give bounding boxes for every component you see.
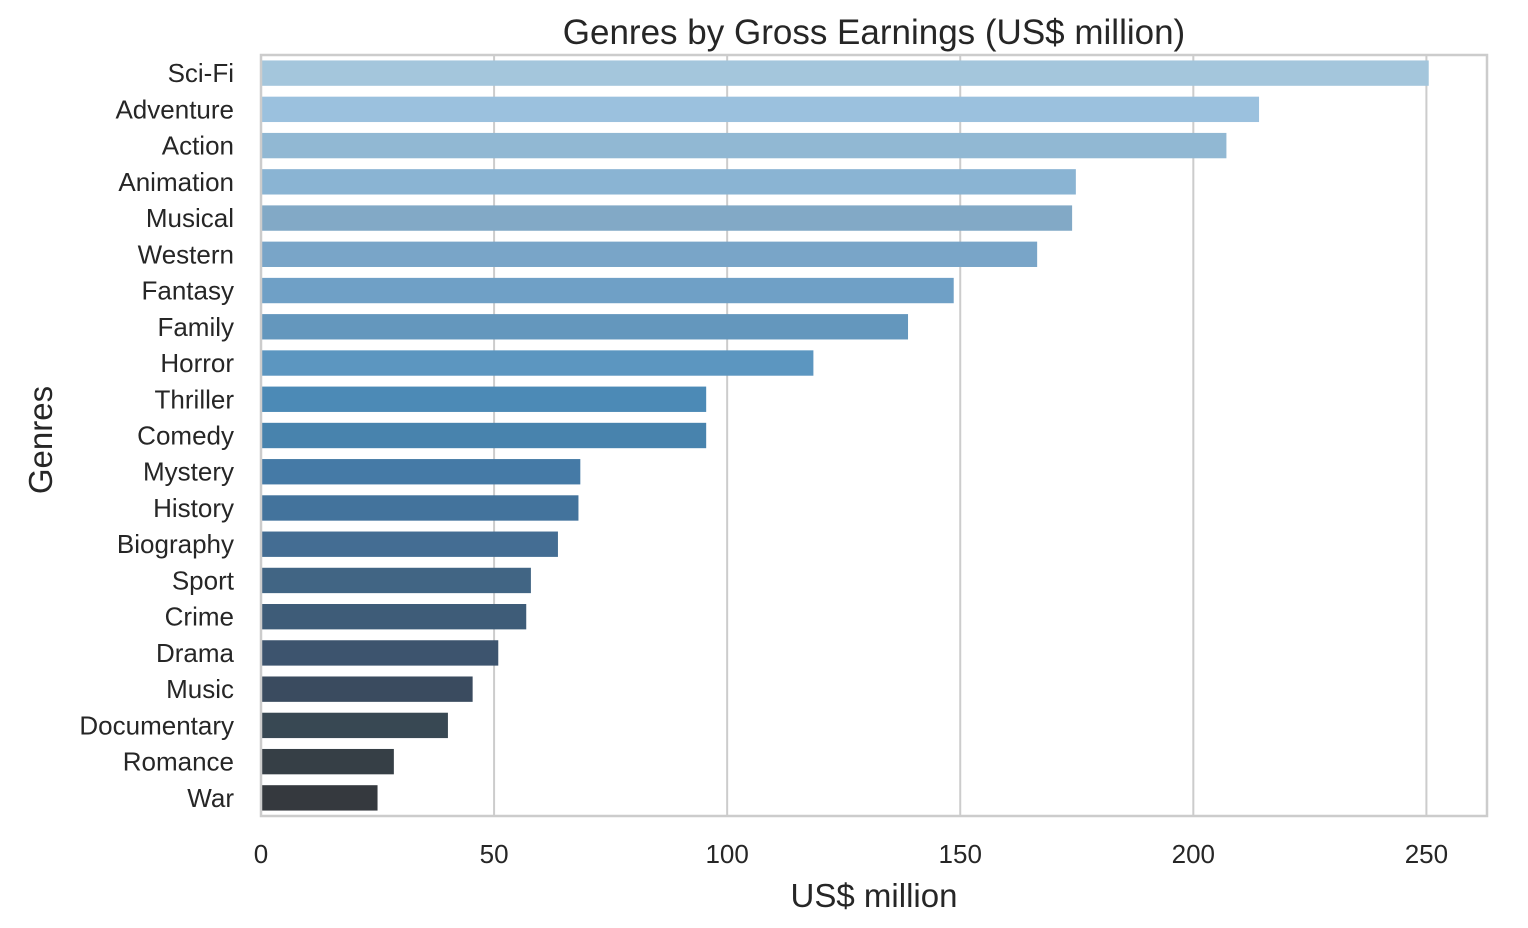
bar-sport	[261, 567, 531, 594]
bar-sci-fi	[261, 60, 1429, 86]
y-tick-label: Sport	[172, 565, 235, 595]
bar-thriller	[261, 386, 707, 412]
x-axis-label: US$ million	[791, 877, 958, 914]
y-tick-label: Action	[162, 131, 234, 161]
y-tick-label: Drama	[156, 638, 235, 668]
y-tick-label: History	[153, 493, 234, 523]
bar-musical	[261, 205, 1073, 231]
x-tick-label: 250	[1405, 839, 1448, 869]
x-tick-label: 200	[1172, 839, 1215, 869]
y-tick-label: Biography	[117, 529, 234, 559]
plot-frame	[259, 53, 1489, 818]
y-tick-label: Thriller	[155, 384, 235, 414]
bar-documentary	[261, 712, 448, 739]
bar-comedy	[261, 422, 707, 449]
y-tick-label: Western	[138, 239, 234, 269]
y-tick-label: Musical	[146, 203, 234, 233]
bar-mystery	[261, 459, 581, 485]
y-tick-label: Adventure	[115, 94, 234, 124]
bar-biography	[261, 531, 558, 557]
bar-family	[261, 314, 909, 340]
x-tick-label: 0	[254, 839, 268, 869]
y-tick-label: Crime	[165, 602, 234, 632]
y-axis-label: Genres	[22, 386, 59, 494]
bar-adventure	[261, 96, 1260, 123]
bar-romance	[261, 748, 394, 775]
bar-history	[261, 495, 579, 521]
bars	[261, 60, 1429, 811]
bar-horror	[261, 350, 814, 376]
bar-drama	[261, 640, 499, 666]
y-tick-label: Family	[157, 312, 234, 342]
bar-music	[261, 676, 473, 702]
y-tick-label: Music	[166, 674, 234, 704]
y-tick-label: Mystery	[143, 457, 234, 487]
x-tick-label: 50	[480, 839, 509, 869]
y-tick-label: Romance	[123, 747, 234, 777]
y-tick-label: Animation	[118, 167, 234, 197]
y-tick-label: Documentary	[79, 710, 234, 740]
chart-title: Genres by Gross Earnings (US$ million)	[563, 13, 1185, 52]
bar-war	[261, 785, 378, 811]
bar-animation	[261, 169, 1076, 195]
y-tick-label: Comedy	[137, 421, 234, 451]
x-tick-labels: 0 50 100 150 200 250	[254, 839, 1448, 869]
bar-action	[261, 132, 1227, 159]
y-tick-label: Fantasy	[142, 276, 235, 306]
y-tick-label: Horror	[160, 348, 234, 378]
y-tick-label: Sci-Fi	[168, 58, 234, 88]
y-tick-labels: Sci-Fi Adventure Action Animation Musical Wes…	[79, 58, 234, 813]
bar-western	[261, 241, 1038, 267]
x-tick-label: 100	[705, 839, 748, 869]
bar-crime	[261, 604, 527, 630]
bar-fantasy	[261, 277, 954, 304]
x-tick-label: 150	[939, 839, 982, 869]
y-tick-label: War	[187, 783, 234, 813]
